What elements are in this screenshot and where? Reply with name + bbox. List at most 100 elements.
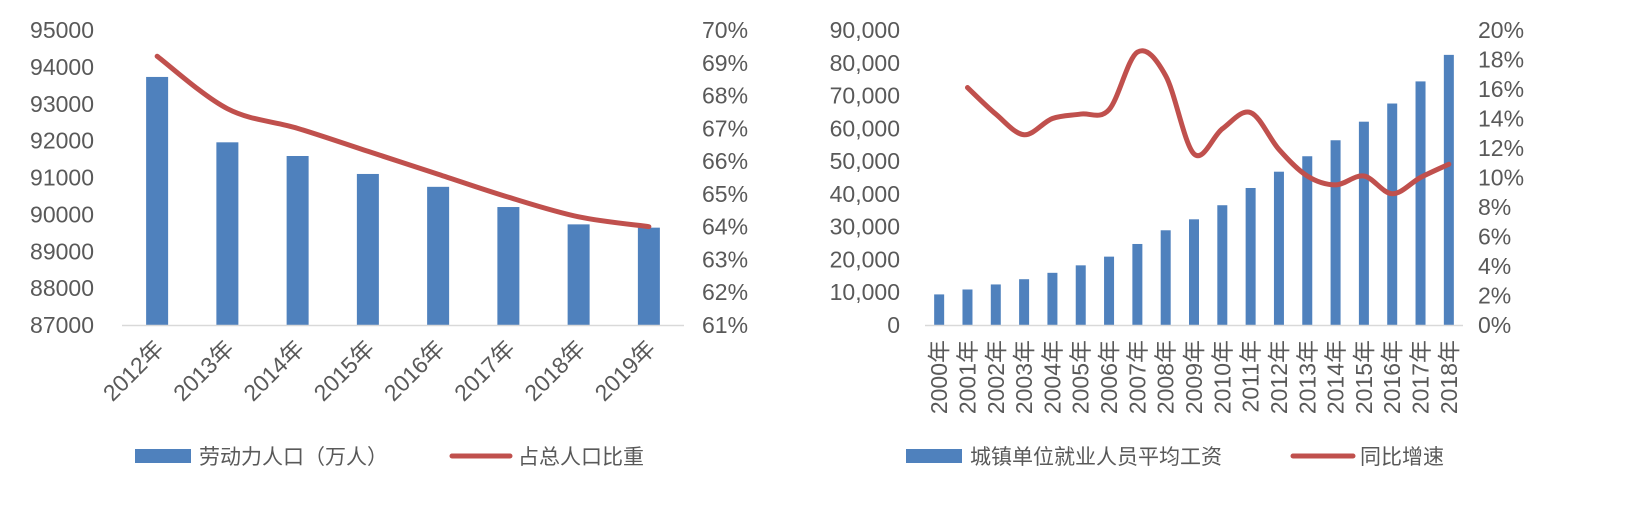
x-category-label: 2008年 bbox=[1153, 340, 1179, 414]
y-right-tick-label: 8% bbox=[1478, 194, 1511, 220]
x-category-label: 2000年 bbox=[926, 340, 952, 414]
bar bbox=[1245, 187, 1256, 325]
bar bbox=[1358, 121, 1369, 325]
bar bbox=[286, 156, 309, 325]
y-right-tick-label: 12% bbox=[1478, 135, 1524, 161]
x-category-label: 2012年 bbox=[98, 335, 169, 406]
x-category-label: 2017年 bbox=[1408, 340, 1434, 414]
bar bbox=[1443, 54, 1454, 325]
bar bbox=[1189, 219, 1199, 325]
y-right-tick-label: 2% bbox=[1478, 283, 1511, 309]
x-category-label: 2015年 bbox=[309, 335, 380, 406]
y-left-tick-label: 93000 bbox=[30, 91, 94, 117]
x-category-label: 2017年 bbox=[449, 335, 520, 406]
legend-bar-swatch bbox=[906, 449, 962, 463]
y-right-tick-label: 10% bbox=[1478, 165, 1524, 191]
y-right-tick-label: 61% bbox=[702, 312, 748, 338]
legend-bar-swatch bbox=[135, 449, 191, 463]
y-left-tick-label: 90,000 bbox=[830, 17, 900, 43]
y-right-tick-label: 20% bbox=[1478, 17, 1524, 43]
y-right-tick-label: 4% bbox=[1478, 253, 1511, 279]
x-category-label: 2011年 bbox=[1238, 340, 1264, 412]
x-category-label: 2001年 bbox=[954, 340, 980, 414]
x-category-label: 2006年 bbox=[1096, 340, 1122, 414]
line-series bbox=[154, 53, 652, 230]
bar bbox=[1415, 81, 1426, 325]
y-left-tick-label: 60,000 bbox=[830, 115, 900, 141]
x-category-label: 2002年 bbox=[983, 340, 1009, 414]
wage-chart: 0 10,000 20,000 30,000 40,000 50,000 60,000 70,… bbox=[830, 17, 1524, 469]
x-category-label: 2003年 bbox=[1011, 340, 1037, 414]
x-category-label: 2018年 bbox=[519, 335, 590, 406]
bar bbox=[1302, 156, 1313, 325]
y-right-tick-label: 65% bbox=[702, 181, 748, 207]
bar bbox=[567, 224, 590, 325]
x-category-label: 2007年 bbox=[1124, 340, 1150, 414]
x-category-label: 2016年 bbox=[379, 335, 450, 406]
y-right-tick-label: 70% bbox=[702, 17, 748, 43]
bar bbox=[356, 173, 379, 325]
x-category-label: 2004年 bbox=[1039, 340, 1065, 414]
bar bbox=[1387, 103, 1398, 325]
y-left-tick-label: 94000 bbox=[30, 54, 94, 80]
y-right-tick-label: 16% bbox=[1478, 76, 1524, 102]
line-series bbox=[964, 48, 1452, 197]
y-right-tick-label: 6% bbox=[1478, 224, 1511, 250]
y-right-tick-label: 14% bbox=[1478, 106, 1524, 132]
bar bbox=[1047, 272, 1058, 325]
bar bbox=[146, 76, 169, 326]
y-right-tick-label: 64% bbox=[702, 214, 748, 240]
x-category-label: 2013年 bbox=[1294, 340, 1320, 414]
bar bbox=[1330, 140, 1341, 325]
x-category-label: 2013年 bbox=[168, 335, 239, 406]
legend-line-label: 同比增速 bbox=[1360, 445, 1444, 469]
labor-force-chart: 87000 88000 89000 90000 91000 92000 93000 94000… bbox=[30, 17, 748, 469]
y-left-tick-label: 20,000 bbox=[830, 246, 900, 272]
bar bbox=[1160, 230, 1171, 325]
bar bbox=[637, 227, 660, 325]
bar bbox=[1104, 256, 1115, 325]
y-left-tick-label: 80,000 bbox=[830, 50, 900, 76]
y-left-tick-label: 95000 bbox=[30, 17, 94, 43]
legend-bar-label: 城镇单位就业人员平均工资 bbox=[970, 445, 1222, 469]
x-category-label: 2009年 bbox=[1181, 340, 1207, 414]
y-left-tick-label: 87000 bbox=[30, 312, 94, 338]
y-left-tick-label: 88000 bbox=[30, 275, 94, 301]
bar bbox=[216, 142, 239, 325]
x-category-label: 2019年 bbox=[590, 335, 661, 406]
bar bbox=[934, 294, 945, 325]
y-left-tick-label: 30,000 bbox=[830, 214, 900, 240]
y-right-tick-label: 62% bbox=[702, 279, 748, 305]
y-right-tick-label: 66% bbox=[702, 148, 748, 174]
bar bbox=[497, 207, 520, 325]
x-category-label: 2014年 bbox=[1323, 340, 1349, 414]
x-category-label: 2010年 bbox=[1209, 340, 1235, 414]
x-category-label: 2012年 bbox=[1266, 340, 1292, 414]
x-category-label: 2014年 bbox=[238, 335, 309, 406]
x-category-label: 2016年 bbox=[1379, 340, 1405, 414]
bar bbox=[1273, 171, 1284, 325]
x-category-label: 2015年 bbox=[1351, 340, 1377, 414]
x-category-label: 2005年 bbox=[1068, 340, 1094, 414]
y-left-tick-label: 92000 bbox=[30, 128, 94, 154]
bar bbox=[427, 186, 450, 325]
bar bbox=[962, 289, 973, 325]
y-left-tick-label: 90000 bbox=[30, 201, 94, 227]
y-right-tick-label: 67% bbox=[702, 115, 748, 141]
y-right-tick-label: 63% bbox=[702, 246, 748, 272]
y-right-tick-label: 68% bbox=[702, 83, 748, 109]
bar bbox=[990, 284, 1001, 325]
legend-bar-label: 劳动力人口（万人） bbox=[199, 445, 388, 469]
y-left-tick-label: 91000 bbox=[30, 165, 94, 191]
y-left-tick-label: 0 bbox=[887, 312, 900, 338]
y-right-tick-label: 18% bbox=[1478, 47, 1524, 73]
bar bbox=[1075, 265, 1086, 325]
bar bbox=[1132, 243, 1143, 325]
y-left-tick-label: 89000 bbox=[30, 238, 94, 264]
bar bbox=[1019, 279, 1030, 325]
y-left-tick-label: 40,000 bbox=[830, 181, 900, 207]
y-right-tick-label: 69% bbox=[702, 50, 748, 76]
x-category-label: 2018年 bbox=[1436, 340, 1462, 414]
y-left-tick-label: 50,000 bbox=[830, 148, 900, 174]
